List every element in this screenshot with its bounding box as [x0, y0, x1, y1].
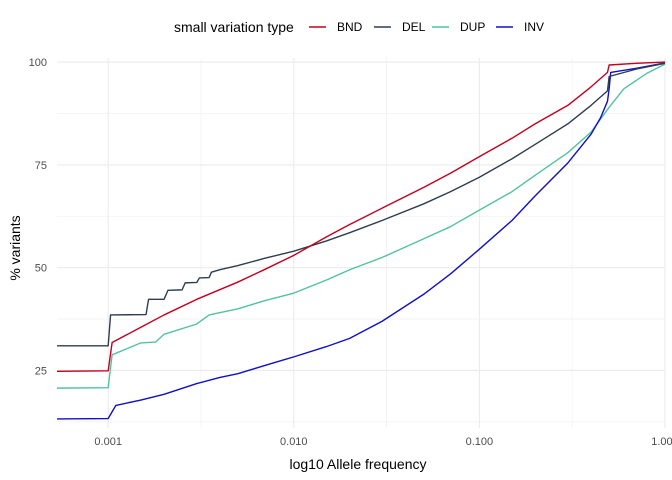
y-tick-label: 100 — [29, 57, 47, 69]
x-tick-label: 0.010 — [280, 436, 308, 448]
legend-item-bnd: BND — [309, 20, 363, 34]
y-tick-labels: 25 50 75 100 — [29, 57, 47, 377]
legend-title: small variation type — [174, 19, 294, 35]
y-axis-title: % variants — [7, 215, 23, 280]
series-line-dup — [56, 63, 666, 389]
legend-label-del: DEL — [402, 20, 426, 34]
grid-major — [57, 58, 666, 428]
y-tick-label: 50 — [35, 263, 47, 275]
legend-item-dup: DUP — [432, 20, 485, 34]
legend-item-del: DEL — [374, 20, 426, 34]
x-axis-title: log10 Allele frequency — [290, 456, 427, 472]
legend-label-dup: DUP — [460, 20, 485, 34]
legend-label-inv: INV — [524, 20, 544, 34]
series-layer — [56, 61, 666, 420]
x-tick-label: 0.100 — [466, 436, 494, 448]
y-tick-label: 25 — [35, 365, 47, 377]
series-line-del — [57, 62, 666, 347]
legend-items: BND DEL DUP INV — [309, 20, 544, 34]
y-tick-label: 75 — [35, 160, 47, 172]
x-tick-label: 1.000 — [651, 436, 672, 448]
series-line-inv — [56, 62, 666, 420]
legend-item-inv: INV — [496, 20, 544, 34]
x-tick-label: 0.001 — [94, 436, 122, 448]
legend: small variation type BND DEL DUP INV — [174, 19, 544, 35]
series-line-bnd — [56, 61, 666, 372]
legend-label-bnd: BND — [337, 20, 363, 34]
x-tick-labels: 0.001 0.010 0.100 1.000 — [94, 436, 672, 448]
